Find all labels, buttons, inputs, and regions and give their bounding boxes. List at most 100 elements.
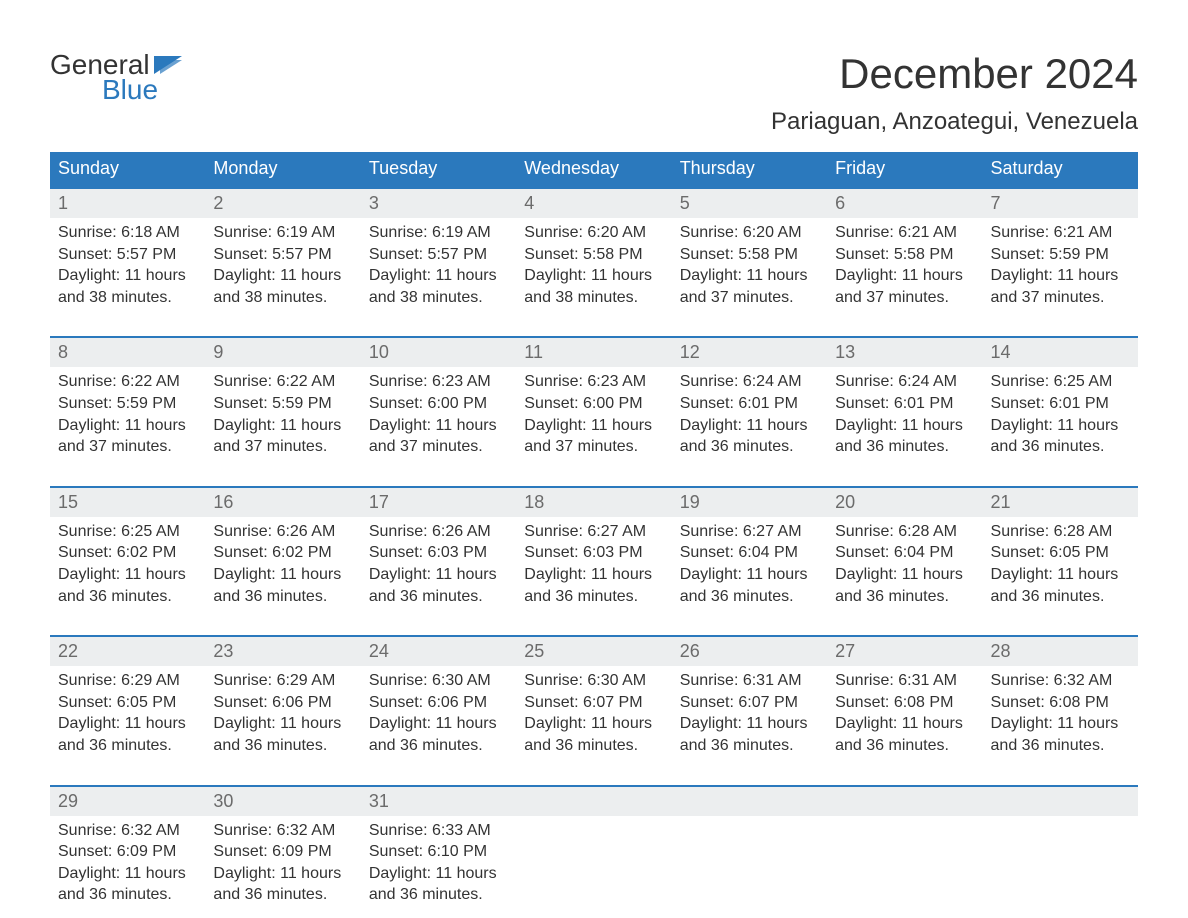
day-cell [516,816,671,914]
daylight-text-2: and 38 minutes. [524,287,663,309]
day-number: 24 [369,639,508,664]
day-text: Sunrise: 6:29 AMSunset: 6:06 PMDaylight:… [213,666,352,756]
sunrise-text: Sunrise: 6:29 AM [213,670,352,692]
day-number: 23 [213,639,352,664]
sunset-text: Sunset: 5:58 PM [835,244,974,266]
day-cell: Sunrise: 6:23 AMSunset: 6:00 PMDaylight:… [361,367,516,465]
sunset-text: Sunset: 5:59 PM [213,393,352,415]
week-row: 1234567Sunrise: 6:18 AMSunset: 5:57 PMDa… [50,187,1138,316]
day-cell: Sunrise: 6:32 AMSunset: 6:09 PMDaylight:… [205,816,360,914]
sunrise-text: Sunrise: 6:20 AM [524,222,663,244]
daylight-text-1: Daylight: 11 hours [213,415,352,437]
daylight-text-1: Daylight: 11 hours [524,265,663,287]
sunrise-text: Sunrise: 6:20 AM [680,222,819,244]
sunset-text: Sunset: 6:09 PM [213,841,352,863]
day-number: 8 [58,340,197,365]
day-number-cell: 14 [983,338,1138,367]
day-number-cell: 25 [516,637,671,666]
day-text: Sunrise: 6:32 AMSunset: 6:08 PMDaylight:… [991,666,1130,756]
day-number-cell: 29 [50,787,205,816]
day-cell: Sunrise: 6:28 AMSunset: 6:04 PMDaylight:… [827,517,982,615]
sunset-text: Sunset: 6:01 PM [680,393,819,415]
week-block: 22232425262728Sunrise: 6:29 AMSunset: 6:… [50,637,1138,764]
day-number-cell: 2 [205,189,360,218]
sunset-text: Sunset: 6:07 PM [680,692,819,714]
day-number: 3 [369,191,508,216]
day-number: 12 [680,340,819,365]
day-number: 16 [213,490,352,515]
day-number-cell: 28 [983,637,1138,666]
daylight-text-2: and 37 minutes. [835,287,974,309]
day-number: 14 [991,340,1130,365]
day-cell: Sunrise: 6:27 AMSunset: 6:03 PMDaylight:… [516,517,671,615]
day-cell: Sunrise: 6:22 AMSunset: 5:59 PMDaylight:… [205,367,360,465]
day-cell: Sunrise: 6:21 AMSunset: 5:59 PMDaylight:… [983,218,1138,316]
daylight-text-2: and 37 minutes. [58,436,197,458]
sunrise-text: Sunrise: 6:21 AM [835,222,974,244]
sunrise-text: Sunrise: 6:33 AM [369,820,508,842]
day-cell: Sunrise: 6:21 AMSunset: 5:58 PMDaylight:… [827,218,982,316]
sunset-text: Sunset: 6:03 PM [524,542,663,564]
daynum-strip: 1234567 [50,189,1138,218]
day-number-cell [983,787,1138,816]
daylight-text-1: Daylight: 11 hours [835,415,974,437]
calendar: Sunday Monday Tuesday Wednesday Thursday… [50,152,1138,914]
day-number-cell: 22 [50,637,205,666]
sunrise-text: Sunrise: 6:26 AM [369,521,508,543]
day-cell: Sunrise: 6:18 AMSunset: 5:57 PMDaylight:… [50,218,205,316]
month-title: December 2024 [771,50,1138,98]
day-cell: Sunrise: 6:30 AMSunset: 6:06 PMDaylight:… [361,666,516,764]
day-text: Sunrise: 6:31 AMSunset: 6:07 PMDaylight:… [680,666,819,756]
daylight-text-2: and 36 minutes. [58,586,197,608]
sunrise-text: Sunrise: 6:18 AM [58,222,197,244]
week-row: 22232425262728Sunrise: 6:29 AMSunset: 6:… [50,635,1138,764]
day-cell: Sunrise: 6:31 AMSunset: 6:07 PMDaylight:… [672,666,827,764]
sunset-text: Sunset: 5:57 PM [58,244,197,266]
day-number: 27 [835,639,974,664]
daylight-text-1: Daylight: 11 hours [524,415,663,437]
day-number-cell: 5 [672,189,827,218]
day-number: 11 [524,340,663,365]
sunset-text: Sunset: 6:09 PM [58,841,197,863]
week-block: 293031 Sunrise: 6:32 AMSunset: 6:09 PMDa… [50,787,1138,914]
daylight-text-1: Daylight: 11 hours [680,265,819,287]
day-text: Sunrise: 6:28 AMSunset: 6:04 PMDaylight:… [835,517,974,607]
day-number-cell: 1 [50,189,205,218]
sunset-text: Sunset: 6:07 PM [524,692,663,714]
day-text: Sunrise: 6:30 AMSunset: 6:06 PMDaylight:… [369,666,508,756]
sunset-text: Sunset: 6:00 PM [369,393,508,415]
sunrise-text: Sunrise: 6:31 AM [835,670,974,692]
week-row: 891011121314Sunrise: 6:22 AMSunset: 5:59… [50,336,1138,465]
sunset-text: Sunset: 6:04 PM [680,542,819,564]
weekday-monday: Monday [205,152,360,187]
day-number [835,789,974,814]
daylight-text-2: and 36 minutes. [835,586,974,608]
daylight-text-2: and 36 minutes. [524,586,663,608]
day-number-cell: 4 [516,189,671,218]
sunset-text: Sunset: 6:08 PM [991,692,1130,714]
day-number-cell: 26 [672,637,827,666]
day-text: Sunrise: 6:23 AMSunset: 6:00 PMDaylight:… [369,367,508,457]
day-text: Sunrise: 6:25 AMSunset: 6:01 PMDaylight:… [991,367,1130,457]
day-text: Sunrise: 6:21 AMSunset: 5:58 PMDaylight:… [835,218,974,308]
daylight-text-2: and 36 minutes. [369,735,508,757]
sunset-text: Sunset: 6:01 PM [835,393,974,415]
sunrise-text: Sunrise: 6:21 AM [991,222,1130,244]
header: General Blue December 2024 Pariaguan, An… [50,50,1138,136]
daylight-text-2: and 36 minutes. [369,586,508,608]
day-cell: Sunrise: 6:24 AMSunset: 6:01 PMDaylight:… [827,367,982,465]
weekday-thursday: Thursday [672,152,827,187]
day-cell: Sunrise: 6:24 AMSunset: 6:01 PMDaylight:… [672,367,827,465]
day-number-cell: 11 [516,338,671,367]
daylight-text-1: Daylight: 11 hours [680,564,819,586]
day-text: Sunrise: 6:29 AMSunset: 6:05 PMDaylight:… [58,666,197,756]
daylight-text-1: Daylight: 11 hours [991,415,1130,437]
daylight-text-2: and 36 minutes. [680,735,819,757]
day-number: 10 [369,340,508,365]
sunset-text: Sunset: 5:57 PM [213,244,352,266]
weekday-sunday: Sunday [50,152,205,187]
sunrise-text: Sunrise: 6:27 AM [524,521,663,543]
sunset-text: Sunset: 6:06 PM [213,692,352,714]
sunrise-text: Sunrise: 6:25 AM [991,371,1130,393]
sunset-text: Sunset: 6:03 PM [369,542,508,564]
